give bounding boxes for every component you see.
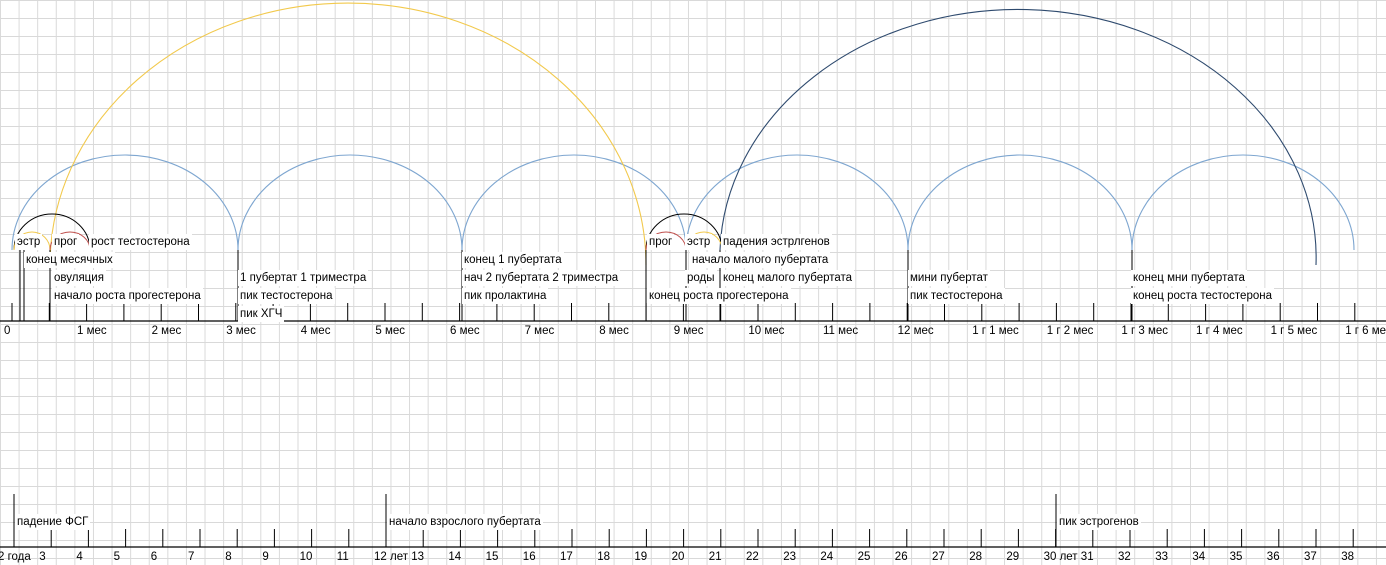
tick-label: 36 xyxy=(1266,551,1280,563)
label-estr-right: эстр xyxy=(685,234,713,250)
tick-label: 1 г 3 мес xyxy=(1121,325,1169,337)
tick-label: 12 мес xyxy=(897,325,934,337)
tick-label: 20 xyxy=(671,551,685,563)
tick-label: 22 xyxy=(746,551,759,563)
tick-label: 1 г 2 мес xyxy=(1046,325,1094,337)
label-padeniya-estrogenov: падения эстрлгенов xyxy=(721,234,832,250)
tick-label: 17 xyxy=(560,551,573,563)
tick-label: 7 xyxy=(188,551,195,563)
label-nachalo-vzroslogo-pubertata: начало взрослого пубертата xyxy=(387,514,543,530)
label-rost-testosterona: рост тестостерона xyxy=(89,234,192,250)
tick-label: 38 xyxy=(1341,551,1354,563)
label-konec-mni-pubertata: конец мни пубертата xyxy=(1131,270,1247,286)
pregnancy-yellow-arc xyxy=(49,2,647,266)
label-pik-hgch: пик ХГЧ xyxy=(238,306,285,322)
tick-label: 21 xyxy=(708,551,722,563)
tick-label: 33 xyxy=(1155,551,1168,563)
tick-label: 6 мес xyxy=(450,325,480,337)
label-pik-estrogenov: пик эстрогенов xyxy=(1057,514,1141,530)
label-pik-prolaktina: пик пролактина xyxy=(462,288,549,304)
trimester-arc-1 xyxy=(11,154,239,251)
tick-label: 2 года xyxy=(0,551,31,563)
tick-label: 16 xyxy=(522,551,536,563)
label-konec-mesyachnyh: конец месячных xyxy=(24,252,115,268)
label-padenie-fsg: падение ФСГ xyxy=(15,514,91,530)
tick-label: 1 мес xyxy=(77,325,107,337)
tick-label: 12 лет xyxy=(374,551,408,563)
tick-label: 11 xyxy=(336,551,349,563)
prog-red-arc-left xyxy=(49,231,91,251)
tick-label: 4 xyxy=(76,551,83,563)
tick-label: 10 xyxy=(299,551,313,563)
tick-label: 37 xyxy=(1304,551,1317,563)
tick-label: 2 мес xyxy=(151,325,182,337)
tick-label: 10 мес xyxy=(748,325,785,337)
tick-label: 5 мес xyxy=(375,325,406,337)
tick-label: 8 мес xyxy=(599,325,629,337)
tick-label: 1 г 4 мес xyxy=(1196,325,1243,337)
bottom-timeline-axis xyxy=(0,529,1386,548)
label-prog-right: прог xyxy=(647,234,675,250)
label-estr-left: эстр xyxy=(15,234,43,250)
tick-label: 14 xyxy=(448,551,462,563)
label-konec-rosta-progesterona: конец роста прогестерона xyxy=(647,288,791,304)
tick-label: 3 мес xyxy=(226,325,256,337)
label-konec-1-pubertata: конец 1 пубертата xyxy=(462,252,564,268)
postnatal-arc-2 xyxy=(907,154,1133,251)
tick-label: 6 xyxy=(150,551,158,563)
tick-label: 13 xyxy=(411,551,424,563)
tick-label: 15 xyxy=(485,551,499,563)
tick-label: 7 мес xyxy=(524,325,555,337)
label-pik-testosterona-2: пик тестостерона xyxy=(908,288,1005,304)
tick-label: 0 xyxy=(4,325,11,337)
label-konec-rosta-testosterona: конец роста тестостерона xyxy=(1131,288,1274,304)
tick-label: 4 мес xyxy=(300,325,331,337)
tick-label: 35 xyxy=(1229,551,1243,563)
label-1-pubertat-1-trimestra: 1 пубертат 1 триместра xyxy=(238,270,369,286)
tick-label: 5 xyxy=(113,551,120,563)
tick-label: 1 г 5 мес xyxy=(1270,325,1318,337)
tick-label: 26 xyxy=(894,551,908,563)
tick-label: 30 лет xyxy=(1043,551,1078,563)
tick-label: 24 xyxy=(820,551,834,563)
label-pik-testosterona-1: пик тестостерона xyxy=(238,288,335,304)
postnatal-arc-3 xyxy=(1131,154,1355,251)
postnatal-arc-1 xyxy=(685,154,909,251)
tick-label: 32 xyxy=(1118,551,1131,563)
tick-label: 25 xyxy=(857,551,871,563)
tick-label: 3 xyxy=(39,551,46,563)
tick-label: 31 xyxy=(1080,551,1094,563)
label-nachalo-malogo-pubertata: начало малого пубертата xyxy=(690,252,831,268)
tick-label: 8 xyxy=(225,551,232,563)
tick-label: 1 г 1 мес xyxy=(972,325,1019,337)
tick-label: 29 xyxy=(1006,551,1020,563)
label-prog-left: прог xyxy=(52,234,80,250)
tick-label: 27 xyxy=(932,551,945,563)
label-nachalo-rosta-progesterona: начало роста прогестерона xyxy=(52,288,203,304)
tick-label: 23 xyxy=(783,551,796,563)
tick-label: 9 мес xyxy=(673,325,704,337)
trimester-arc-2 xyxy=(237,154,463,251)
label-nach-2-pubertata: нач 2 пубертата 2 триместра xyxy=(462,270,621,286)
tick-label: 28 xyxy=(969,551,982,563)
postnatal-dark-arc xyxy=(719,8,1317,266)
label-ovulyaciya: овуляция xyxy=(52,270,106,286)
tick-label: 1 г 6 мес xyxy=(1345,325,1386,337)
top-timeline-axis xyxy=(0,303,1386,322)
trimester-arc-3 xyxy=(461,154,687,251)
tick-label: 34 xyxy=(1192,551,1206,563)
tick-label: 19 xyxy=(634,551,648,563)
label-mini-pubertat: мини пубертат xyxy=(908,270,990,286)
label-rody: роды xyxy=(685,270,717,286)
label-konec-malogo-pubertata: конец малого пубертата xyxy=(721,270,855,286)
tick-label: 18 xyxy=(597,551,610,563)
tick-label: 11 мес xyxy=(823,325,859,337)
tick-label: 9 xyxy=(262,551,269,563)
